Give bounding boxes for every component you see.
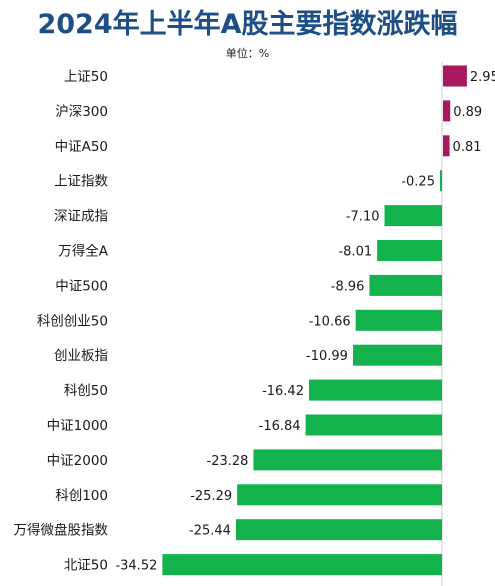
bar — [253, 449, 442, 471]
value-label: 0.89 — [453, 105, 482, 120]
category-label: 中证1000 — [47, 418, 108, 434]
bar — [443, 100, 451, 122]
value-label: 0.81 — [453, 140, 482, 155]
category-label: 中证A50 — [55, 139, 108, 155]
bar — [352, 344, 442, 366]
value-label: -34.52 — [115, 559, 157, 574]
category-label: 上证50 — [64, 69, 108, 85]
value-label: -10.66 — [309, 314, 351, 329]
bar — [369, 274, 442, 296]
category-label: 深证成指 — [54, 209, 108, 225]
category-label: 科创100 — [55, 488, 108, 504]
category-label: 创业板指 — [54, 348, 108, 364]
category-label: 中证500 — [55, 278, 108, 294]
category-label: 万得微盘股指数 — [14, 522, 109, 539]
bar — [308, 379, 442, 401]
value-label: -8.96 — [331, 279, 365, 294]
category-label: 科创创业50 — [37, 313, 108, 329]
chart-title: 2024年上半年A股主要指数涨跌幅 — [37, 9, 458, 40]
category-label: 沪深300 — [55, 104, 108, 120]
bar — [443, 65, 467, 87]
category-label: 上证指数 — [54, 174, 108, 190]
value-label: -0.25 — [401, 175, 435, 190]
bar — [439, 170, 442, 192]
value-label: 2.95 — [470, 70, 495, 85]
value-label: -16.42 — [262, 384, 304, 399]
unit-label: 单位：% — [225, 47, 270, 60]
bar — [384, 205, 442, 227]
value-label: -25.29 — [190, 489, 232, 504]
bar — [443, 135, 450, 157]
value-label: -16.84 — [259, 419, 301, 434]
category-label: 北证50 — [64, 558, 108, 574]
bar — [162, 554, 442, 576]
bar — [235, 519, 442, 541]
value-label: -7.10 — [346, 210, 380, 225]
value-label: -25.44 — [189, 524, 231, 539]
category-label: 科创50 — [64, 383, 108, 399]
value-label: -8.01 — [338, 245, 372, 260]
value-label: -10.99 — [306, 349, 348, 364]
bar — [355, 309, 442, 331]
category-label: 万得全A — [58, 243, 108, 260]
bar — [237, 484, 442, 506]
bar — [377, 240, 442, 261]
category-label: 中证2000 — [47, 453, 108, 469]
value-label: -23.28 — [207, 454, 249, 469]
bar — [305, 414, 442, 436]
